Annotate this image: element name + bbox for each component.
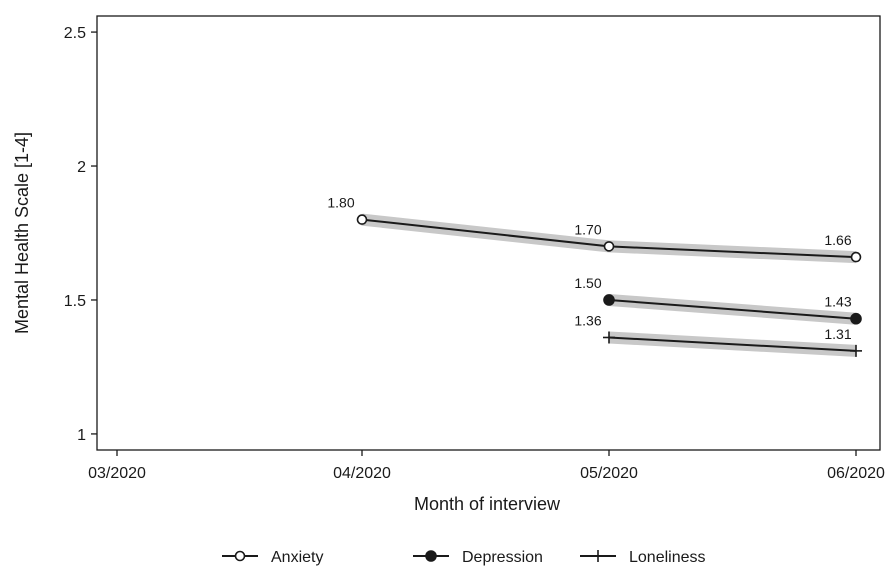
series-markers (356, 214, 862, 357)
anxiety-point-04/2020 (356, 214, 368, 225)
legend-marker-loneliness (592, 550, 604, 562)
depression-point-06/2020 (850, 312, 862, 325)
depression-label-05/2020: 1.50 (574, 275, 601, 291)
y-tick-label-1: 1.5 (64, 293, 86, 310)
y-tick-label-2: 2 (77, 159, 86, 176)
legend-item-depression: Depression (413, 549, 543, 566)
legend-label-loneliness: Loneliness (629, 549, 706, 566)
data-labels: 1.80 1.70 1.66 1.50 1.43 1.36 1.31 (327, 195, 851, 342)
x-tick-label-2: 05/2020 (580, 465, 638, 482)
x-tick-label-1: 04/2020 (333, 465, 391, 482)
anxiety-label-04/2020: 1.80 (327, 195, 354, 211)
anxiety-point-05/2020 (603, 241, 615, 252)
x-tick-label-0: 03/2020 (88, 465, 146, 482)
x-tick-label-3: 06/2020 (827, 465, 885, 482)
anxiety-point-06/2020 (850, 251, 862, 263)
legend: Anxiety Depression Loneliness (222, 549, 706, 566)
loneliness-point-05/2020 (603, 331, 615, 344)
y-axis-title: Mental Health Scale [1-4] (12, 132, 32, 334)
depression-point-05/2020 (603, 294, 615, 306)
y-axis: 1 1.5 2 2.5 (64, 25, 97, 444)
y-tick-label-3: 2.5 (64, 25, 86, 42)
depression-label-06/2020: 1.43 (824, 294, 851, 310)
anxiety-label-05/2020: 1.70 (574, 221, 601, 237)
loneliness-point-06/2020 (850, 344, 862, 357)
legend-marker-anxiety (234, 550, 246, 562)
loneliness-label-05/2020: 1.36 (574, 312, 601, 328)
loneliness-label-06/2020: 1.31 (824, 326, 851, 342)
x-axis-title: Month of interview (414, 494, 561, 514)
depression-line (608, 298, 857, 320)
legend-item-loneliness: Loneliness (580, 549, 706, 566)
legend-item-anxiety: Anxiety (222, 549, 323, 566)
anxiety-label-06/2020: 1.66 (824, 232, 851, 248)
loneliness-line (608, 336, 857, 352)
legend-label-anxiety: Anxiety (271, 549, 323, 566)
x-axis: 03/2020 04/2020 05/2020 06/2020 (88, 450, 885, 482)
y-tick-label-0: 1 (77, 427, 86, 444)
legend-marker-depression (425, 550, 437, 562)
legend-label-depression: Depression (462, 549, 543, 566)
